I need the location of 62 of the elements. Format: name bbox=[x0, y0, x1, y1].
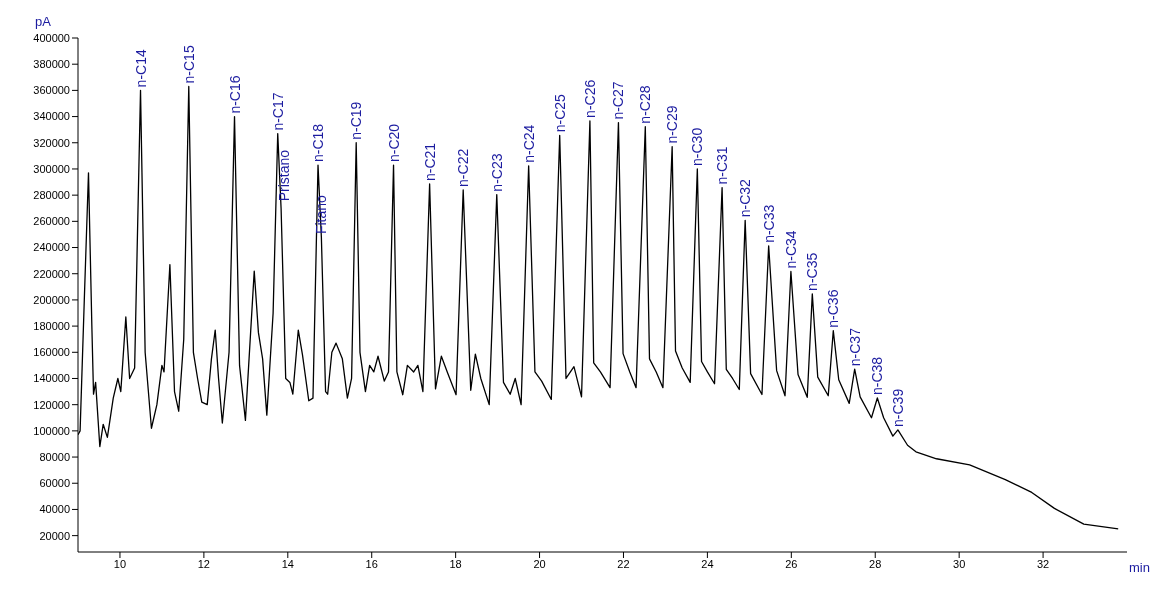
x-tick-label: 26 bbox=[785, 557, 798, 570]
annotation: n-C39 bbox=[889, 388, 906, 427]
x-tick-label: 12 bbox=[197, 557, 211, 570]
x-tick-label: 14 bbox=[281, 557, 294, 570]
x-tick-label: 16 bbox=[365, 557, 378, 570]
annotation: n-C35 bbox=[804, 252, 821, 291]
annotation: n-C29 bbox=[664, 105, 681, 144]
annotation: n-C25 bbox=[551, 93, 568, 133]
annotation: n-C28 bbox=[637, 85, 654, 124]
y-tick-label: 60000 bbox=[39, 477, 70, 490]
x-tick-label: 32 bbox=[1036, 557, 1050, 570]
y-tick-label: 80000 bbox=[39, 450, 70, 463]
y-tick-label: 200000 bbox=[33, 293, 70, 306]
y-tick-label: 360000 bbox=[33, 84, 70, 97]
annotation: n-C37 bbox=[846, 327, 863, 367]
y-tick-label: 300000 bbox=[33, 162, 70, 175]
y-tick-label: 160000 bbox=[33, 346, 70, 359]
annotation: n-C27 bbox=[610, 81, 627, 120]
x-tick-label: 10 bbox=[113, 557, 127, 570]
annotation: n-C15 bbox=[180, 45, 197, 84]
annotation: n-C32 bbox=[737, 178, 754, 218]
y-tick-label: 320000 bbox=[33, 136, 70, 149]
annotation: Pristano bbox=[276, 149, 293, 202]
y-tick-label: 340000 bbox=[33, 110, 70, 123]
annotation: n-C22 bbox=[455, 148, 472, 187]
y-tick-label: 180000 bbox=[33, 320, 70, 333]
y-tick-label: 220000 bbox=[33, 267, 70, 280]
y-tick-label: 280000 bbox=[33, 189, 70, 202]
annotation: n-C20 bbox=[385, 123, 402, 163]
annotation: Fitano bbox=[313, 194, 330, 235]
annotation: n-C16 bbox=[226, 75, 243, 114]
annotation: n-C33 bbox=[760, 204, 777, 243]
y-tick-label: 140000 bbox=[33, 372, 70, 385]
x-axis-title: min bbox=[1129, 559, 1150, 575]
annotation: n-C31 bbox=[714, 146, 731, 185]
annotation: n-C24 bbox=[520, 124, 537, 163]
x-tick-label: 28 bbox=[869, 557, 882, 570]
annotation: n-C26 bbox=[581, 79, 598, 118]
x-tick-label: 18 bbox=[449, 557, 462, 570]
x-tick-label: 22 bbox=[617, 557, 630, 570]
y-tick-label: 20000 bbox=[39, 529, 70, 542]
annotation: n-C19 bbox=[348, 101, 365, 140]
y-tick-label: 100000 bbox=[33, 424, 70, 437]
y-tick-label: 240000 bbox=[33, 241, 70, 254]
annotation: n-C30 bbox=[689, 127, 706, 166]
annotation: n-C21 bbox=[421, 142, 438, 182]
y-tick-label: 120000 bbox=[33, 398, 70, 411]
annotation: n-C38 bbox=[869, 356, 886, 395]
x-tick-label: 20 bbox=[533, 557, 546, 570]
x-tick-label: 24 bbox=[701, 557, 714, 570]
annotation: n-C23 bbox=[488, 153, 505, 192]
y-tick-label: 380000 bbox=[33, 58, 70, 71]
y-tick-label: 260000 bbox=[33, 215, 70, 228]
x-tick-label: 30 bbox=[953, 557, 966, 570]
annotation: n-C14 bbox=[132, 49, 149, 88]
annotation: n-C34 bbox=[782, 230, 799, 269]
y-tick-label: 400000 bbox=[33, 31, 70, 44]
annotation: n-C36 bbox=[825, 289, 842, 328]
y-tick-label: 40000 bbox=[39, 503, 70, 516]
y-axis-title: pA bbox=[35, 14, 52, 29]
annotation: n-C18 bbox=[310, 123, 327, 163]
annotation: n-C17 bbox=[269, 92, 286, 131]
